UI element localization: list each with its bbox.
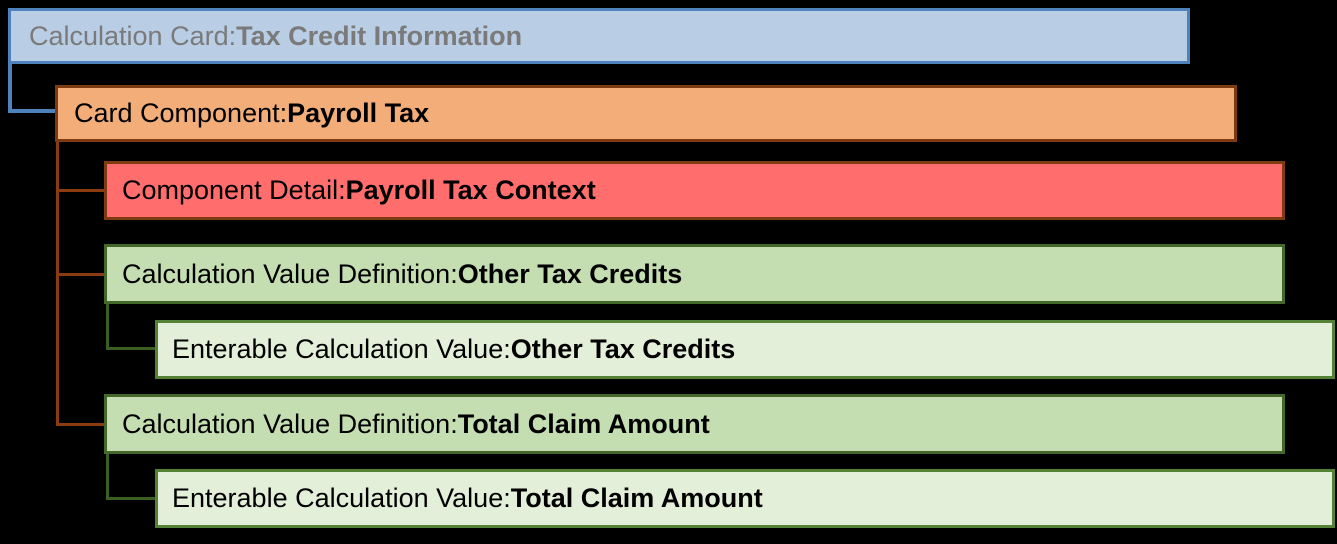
node-calculation-card-label: Calculation Card: xyxy=(29,20,237,51)
node-card-component-label: Card Component: xyxy=(74,98,288,128)
node-enterable-calculation-value-total-label: Enterable Calculation Value: xyxy=(172,483,511,513)
node-calculation-value-definition-total-claim-amount: Calculation Value Definition: Total Clai… xyxy=(104,394,1285,454)
node-component-detail-value: Payroll Tax Context xyxy=(345,175,596,205)
connector-card-to-component-vertical xyxy=(8,64,12,113)
node-calculation-value-definition-total-label: Calculation Value Definition: xyxy=(122,408,458,439)
node-card-component-value: Payroll Tax xyxy=(287,98,430,128)
node-calculation-value-definition-total-value: Total Claim Amount xyxy=(457,408,710,439)
node-enterable-calculation-value-other-label: Enterable Calculation Value: xyxy=(172,334,511,364)
node-calculation-value-definition-other-label: Calculation Value Definition: xyxy=(122,258,458,289)
connector-component-to-definition-other-horizontal xyxy=(56,273,104,276)
node-card-component: Card Component: Payroll Tax xyxy=(55,85,1237,142)
connector-component-trunk-vertical xyxy=(56,142,59,426)
node-enterable-calculation-value-total-value: Total Claim Amount xyxy=(510,483,763,513)
node-calculation-card-value: Tax Credit Information xyxy=(236,20,523,51)
connector-definition-other-to-enterable-horizontal xyxy=(106,347,155,350)
node-calculation-card: Calculation Card: Tax Credit Information xyxy=(8,8,1190,64)
connector-component-to-definition-total-horizontal xyxy=(56,423,104,426)
node-enterable-calculation-value-other-value: Other Tax Credits xyxy=(510,334,736,364)
connector-definition-other-to-enterable-vertical xyxy=(106,304,109,350)
connector-card-to-component-horizontal xyxy=(8,109,55,113)
node-calculation-value-definition-other-value: Other Tax Credits xyxy=(457,258,683,289)
connector-definition-total-to-enterable-horizontal xyxy=(106,497,155,500)
connector-component-to-detail-horizontal xyxy=(56,189,104,192)
connector-definition-total-to-enterable-vertical xyxy=(106,454,109,500)
node-component-detail: Component Detail: Payroll Tax Context xyxy=(104,161,1285,220)
node-component-detail-label: Component Detail: xyxy=(122,175,346,205)
node-enterable-calculation-value-other-tax-credits: Enterable Calculation Value: Other Tax C… xyxy=(155,320,1335,379)
node-calculation-value-definition-other-tax-credits: Calculation Value Definition: Other Tax … xyxy=(104,244,1285,304)
node-enterable-calculation-value-total-claim-amount: Enterable Calculation Value: Total Claim… xyxy=(155,469,1335,528)
